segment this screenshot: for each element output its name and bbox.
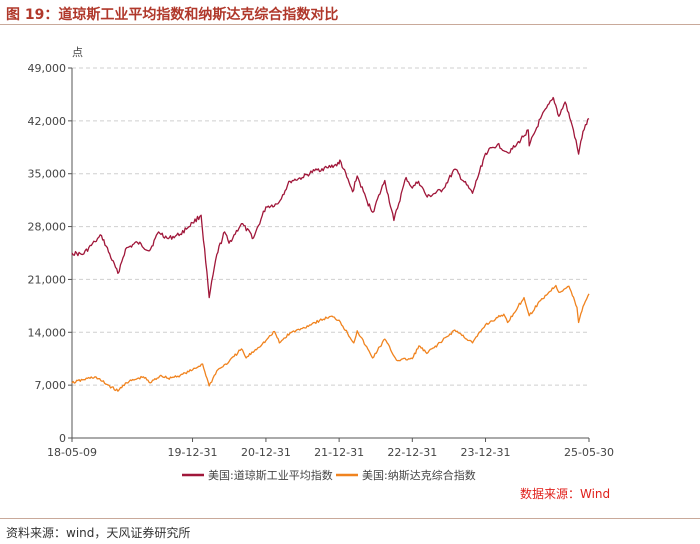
y-axis-unit-label: 点 xyxy=(72,46,83,59)
footer-source: 资料来源：wind，天风证券研究所 xyxy=(6,526,191,540)
figure-title: 图 19：道琼斯工业平均指数和纳斯达克综合指数对比 xyxy=(6,7,339,23)
nasdaq-line xyxy=(71,284,590,392)
title-divider xyxy=(0,24,700,25)
x-tick-label: 25-05-30 xyxy=(564,446,614,459)
gridlines xyxy=(72,67,589,386)
x-tick-label: 18-05-09 xyxy=(47,446,97,459)
footer-divider xyxy=(0,518,700,519)
legend: 美国:道琼斯工业平均指数 美国:纳斯达克综合指数 xyxy=(182,468,476,482)
dow-jones-line xyxy=(71,96,590,299)
legend-label-nasdaq: 美国:纳斯达克综合指数 xyxy=(362,468,476,482)
y-tick-label: 7,000 xyxy=(35,379,67,392)
legend-label-dow: 美国:道琼斯工业平均指数 xyxy=(208,468,333,482)
x-tick-label: 22-12-31 xyxy=(387,446,437,459)
x-tick-label: 20-12-31 xyxy=(241,446,291,459)
y-tick-label: 28,000 xyxy=(28,221,67,234)
y-tick-labels: 0 7,000 14,000 21,000 28,000 35,000 42,000 49,0… xyxy=(28,62,72,445)
source-note: 数据来源：Wind xyxy=(520,486,610,501)
y-tick-label: 35,000 xyxy=(28,168,67,181)
x-tick-label: 21-12-31 xyxy=(314,446,364,459)
y-tick-label: 0 xyxy=(59,432,66,445)
y-tick-label: 14,000 xyxy=(28,326,67,339)
series-lines xyxy=(71,96,590,392)
y-tick-label: 42,000 xyxy=(28,115,67,128)
x-tick-label: 23-12-31 xyxy=(461,446,511,459)
y-tick-label: 49,000 xyxy=(28,62,67,75)
y-tick-label: 21,000 xyxy=(28,273,67,286)
x-tick-labels: 18-05-09 19-12-31 20-12-31 21-12-31 22-12-31… xyxy=(47,438,614,459)
x-tick-label: 19-12-31 xyxy=(168,446,218,459)
